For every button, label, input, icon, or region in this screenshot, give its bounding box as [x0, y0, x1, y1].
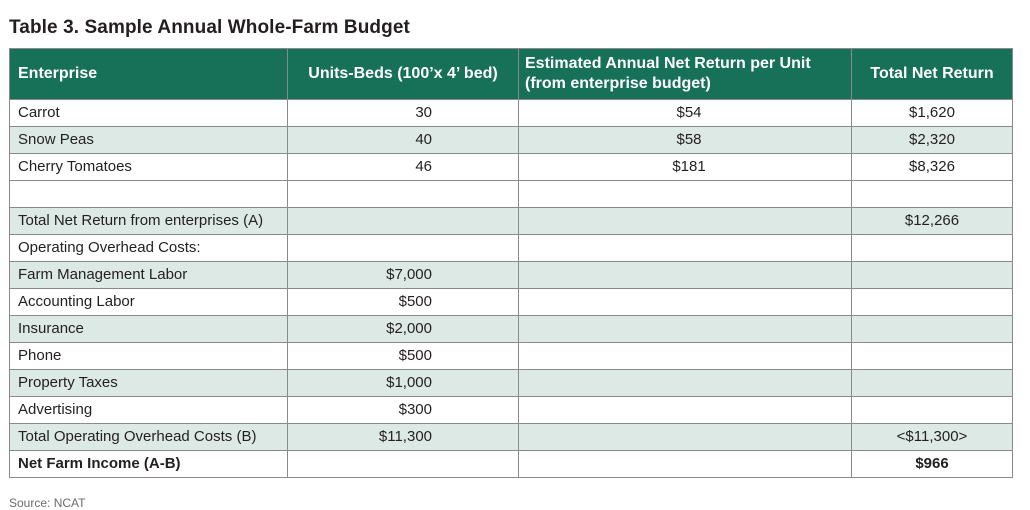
- row-units: [287, 207, 519, 235]
- table-row-blank: [9, 180, 1013, 208]
- row-label: Farm Management Labor: [9, 261, 288, 289]
- row-total: <$11,300>: [851, 423, 1013, 451]
- row-label: Advertising: [9, 396, 288, 424]
- header-enterprise: Enterprise: [9, 48, 288, 100]
- row-label: [9, 180, 288, 208]
- header-estimated-line1: Estimated Annual Net Return per Unit: [525, 55, 811, 72]
- table-row: Phone $500: [9, 342, 1013, 370]
- row-total: [851, 369, 1013, 397]
- row-total: [851, 288, 1013, 316]
- row-label: Operating Overhead Costs:: [9, 234, 288, 262]
- row-estimated: [518, 234, 852, 262]
- row-total: [851, 396, 1013, 424]
- row-total: $966: [851, 450, 1013, 478]
- row-total: [851, 180, 1013, 208]
- row-total: [851, 342, 1013, 370]
- header-estimated-net-return: Estimated Annual Net Return per Unit (fr…: [518, 48, 852, 100]
- row-units: 46: [287, 153, 519, 181]
- row-estimated: [518, 180, 852, 208]
- row-total: [851, 315, 1013, 343]
- row-label: Total Net Return from enterprises (A): [9, 207, 288, 235]
- table-row: Advertising $300: [9, 396, 1013, 424]
- row-units: 40: [287, 126, 519, 154]
- row-estimated: [518, 207, 852, 235]
- row-units: [287, 180, 519, 208]
- row-units: [287, 234, 519, 262]
- table-row: Accounting Labor $500: [9, 288, 1013, 316]
- row-label: Cherry Tomatoes: [9, 153, 288, 181]
- row-total: [851, 261, 1013, 289]
- header-estimated-line2: (from enterprise budget): [525, 75, 711, 92]
- row-units: $11,300: [287, 423, 519, 451]
- row-units: $500: [287, 342, 519, 370]
- row-units: $2,000: [287, 315, 519, 343]
- row-total: $8,326: [851, 153, 1013, 181]
- table-row-total-overhead: Total Operating Overhead Costs (B) $11,3…: [9, 423, 1013, 451]
- row-estimated: [518, 396, 852, 424]
- row-estimated: $181: [518, 153, 852, 181]
- row-estimated: [518, 369, 852, 397]
- row-estimated: [518, 342, 852, 370]
- row-label: Carrot: [9, 99, 288, 127]
- row-label: Property Taxes: [9, 369, 288, 397]
- row-estimated: [518, 423, 852, 451]
- row-units: $500: [287, 288, 519, 316]
- table-row-total-enterprises: Total Net Return from enterprises (A) $1…: [9, 207, 1013, 235]
- header-units: Units-Beds (100’x 4’ bed): [287, 48, 519, 100]
- table-row: Farm Management Labor $7,000: [9, 261, 1013, 289]
- row-estimated: [518, 261, 852, 289]
- row-label: Net Farm Income (A-B): [9, 450, 288, 478]
- table-row: Cherry Tomatoes 46 $181 $8,326: [9, 153, 1013, 181]
- row-total: $1,620: [851, 99, 1013, 127]
- row-label: Phone: [9, 342, 288, 370]
- row-units: $7,000: [287, 261, 519, 289]
- row-total: $2,320: [851, 126, 1013, 154]
- row-units: [287, 450, 519, 478]
- row-label: Accounting Labor: [9, 288, 288, 316]
- table-row: Insurance $2,000: [9, 315, 1013, 343]
- row-units: $1,000: [287, 369, 519, 397]
- budget-table: Enterprise Units-Beds (100’x 4’ bed) Est…: [9, 48, 1013, 478]
- table-row: Snow Peas 40 $58 $2,320: [9, 126, 1013, 154]
- row-units: 30: [287, 99, 519, 127]
- row-units: $300: [287, 396, 519, 424]
- header-row: Enterprise Units-Beds (100’x 4’ bed) Est…: [9, 48, 1013, 100]
- table-title: Table 3. Sample Annual Whole-Farm Budget: [9, 17, 410, 38]
- row-label: Total Operating Overhead Costs (B): [9, 423, 288, 451]
- table-row-net-farm-income: Net Farm Income (A-B) $966: [9, 450, 1013, 478]
- source-note: Source: NCAT: [9, 496, 86, 510]
- row-label: Insurance: [9, 315, 288, 343]
- row-total: $12,266: [851, 207, 1013, 235]
- row-estimated: [518, 288, 852, 316]
- row-estimated: [518, 315, 852, 343]
- row-estimated: [518, 450, 852, 478]
- row-total: [851, 234, 1013, 262]
- table-row: Carrot 30 $54 $1,620: [9, 99, 1013, 127]
- row-label: Snow Peas: [9, 126, 288, 154]
- table-row: Property Taxes $1,000: [9, 369, 1013, 397]
- table-row-section-heading: Operating Overhead Costs:: [9, 234, 1013, 262]
- row-estimated: $54: [518, 99, 852, 127]
- header-total-net-return: Total Net Return: [851, 48, 1013, 100]
- row-estimated: $58: [518, 126, 852, 154]
